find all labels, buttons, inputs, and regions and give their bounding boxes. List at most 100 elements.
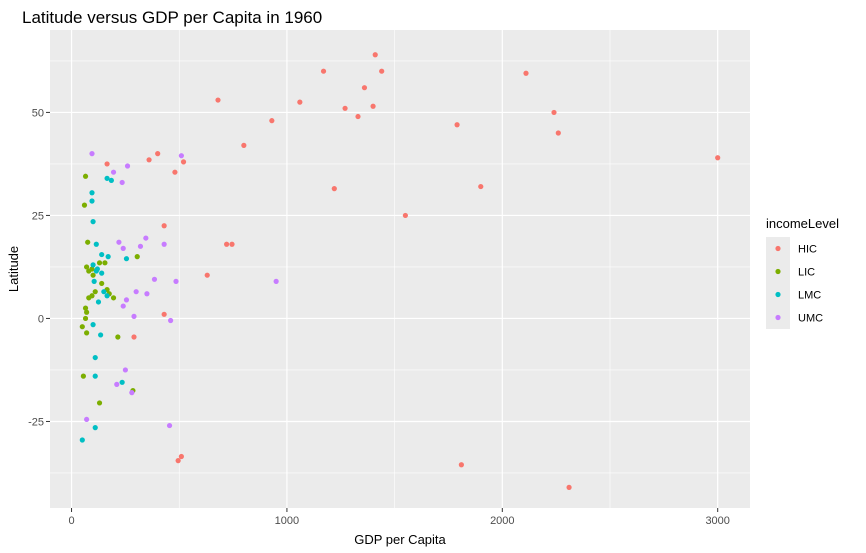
data-point [92,425,98,431]
data-point [551,109,557,116]
data-point [361,85,368,91]
y-axis-ticks: -25 0 25 50 [28,107,50,428]
legend-items: HIC LIC LMC UMC [766,237,823,329]
series-lic [79,173,140,406]
data-point [119,379,125,385]
data-point [86,295,92,301]
data-point [114,381,120,387]
data-point [155,151,161,157]
data-point [92,373,98,379]
data-point [454,122,460,128]
data-point [84,264,90,270]
data-point [95,299,102,305]
data-point [523,70,529,76]
data-point [133,289,139,295]
data-point [93,268,99,274]
data-point [110,295,117,301]
data-point [370,103,376,109]
data-point [146,157,152,163]
data-point [131,334,137,340]
y-tick-label: 25 [32,210,44,222]
series-lmc [79,175,130,443]
data-point [297,99,303,105]
data-point [89,151,95,157]
data-point [92,354,98,361]
legend-label-lic: LIC [798,267,815,279]
data-point [566,484,572,490]
data-point [102,260,108,266]
x-tick-label: 0 [68,515,74,527]
legend-swatch [775,314,781,321]
data-point [90,219,96,225]
data-point [229,241,235,247]
data-point [379,68,385,74]
data-point [342,105,348,111]
data-point [84,330,90,336]
data-point [166,422,173,429]
data-point [124,163,131,169]
chart-title: Latitude versus GDP per Capita in 1960 [22,8,322,27]
data-point [320,68,327,74]
data-point [143,235,149,241]
data-point [105,254,111,260]
major-gridlines [50,30,750,508]
x-axis-ticks: 0 1000 2000 3000 [68,508,730,527]
data-point [161,241,167,247]
data-point [82,305,89,311]
data-point [131,313,137,319]
data-point [402,212,408,219]
data-point [151,276,158,282]
data-point [224,241,230,247]
legend-label-umc: UMC [798,313,823,325]
data-point [84,309,90,315]
data-point [215,97,221,103]
data-point [89,198,95,204]
x-tick-label: 2000 [490,515,514,527]
plot-panel [50,30,750,508]
data-point [134,254,140,260]
data-point [555,130,561,136]
data-points [79,52,721,490]
data-point [355,113,361,120]
y-tick-label: 0 [38,313,44,325]
data-point [86,268,92,274]
data-point [85,239,91,245]
data-point [115,334,121,340]
data-point [458,462,464,468]
data-point [715,155,721,161]
data-point [84,416,90,423]
data-point [92,289,98,295]
data-point [82,315,89,322]
data-point [478,183,484,190]
data-point [161,223,167,229]
data-point [82,173,89,179]
y-tick-label: 50 [32,107,44,119]
legend-swatch [775,291,781,298]
data-point [137,243,144,249]
legend-label-hic: HIC [798,244,817,256]
data-point [90,262,96,268]
data-point [101,289,107,295]
x-axis-title: GDP per Capita [354,532,446,547]
data-point [93,241,99,247]
data-point [99,251,105,258]
y-axis-title: Latitude [6,246,21,292]
series-umc [84,151,279,429]
data-point [123,297,130,303]
data-point [123,256,130,262]
data-point [108,177,114,184]
minor-gridlines [50,30,750,508]
legend-swatch [775,268,781,275]
data-point [120,245,126,251]
data-point [120,303,126,309]
data-point [173,278,179,284]
legend: incomeLevel HIC LIC LMC UMC [766,216,839,329]
data-point [180,159,187,165]
data-point [116,239,122,245]
legend-swatch [775,245,781,252]
data-point [178,153,184,159]
data-point [161,311,167,317]
data-point [331,186,337,192]
data-point [80,373,86,379]
data-point [273,278,279,284]
